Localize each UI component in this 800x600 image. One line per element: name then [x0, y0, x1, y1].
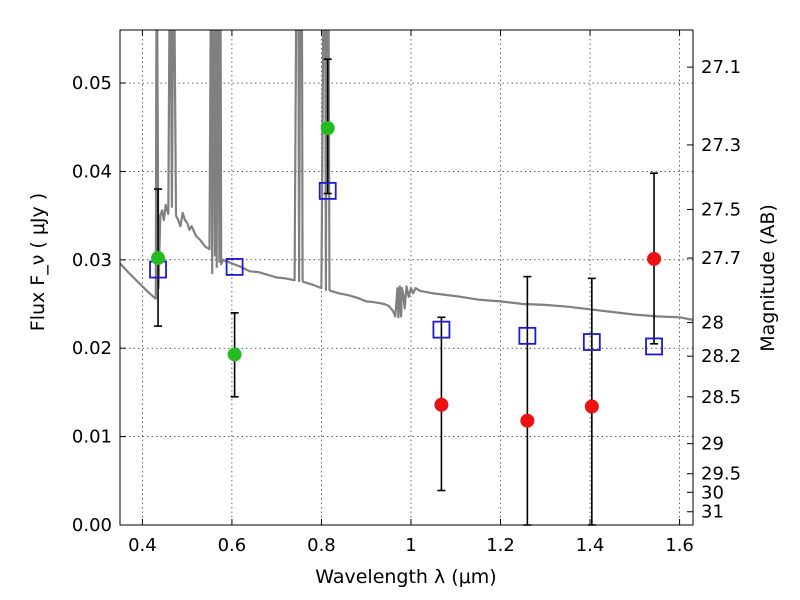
x-tick-label: 0.6: [218, 535, 247, 556]
model-square-point: [318, 181, 337, 200]
model-square-point: [225, 257, 244, 276]
x-tick-label: 0.4: [128, 535, 157, 556]
y-right-tick-label: 28.2: [701, 346, 741, 367]
x-tick-label: 1: [405, 535, 416, 556]
x-tick-label: 0.8: [307, 535, 336, 556]
y-tick-label: 0.03: [72, 250, 112, 271]
y-right-tick-label: 27.7: [701, 248, 741, 269]
model-square-point: [432, 320, 451, 339]
flux-point: [434, 397, 449, 412]
y-tick-label: 0.01: [72, 427, 112, 448]
y-tick-label: 0.00: [72, 515, 112, 536]
x-axis-title: Wavelength λ (μm): [315, 566, 496, 588]
flux-point: [520, 413, 535, 428]
spectrum-layer: [120, 30, 693, 321]
y-axis-title: Flux F_ν ( μJy ): [27, 193, 49, 331]
data-points: [149, 58, 663, 526]
y-right-tick-label: 30: [701, 482, 724, 503]
y-tick-label: 0.02: [72, 338, 112, 359]
y-tick-label: 0.04: [72, 161, 112, 182]
x-tick-label: 1.2: [486, 535, 515, 556]
y-right-tick-label: 28: [701, 313, 724, 334]
y-right-tick-label: 27.1: [701, 57, 741, 78]
model-square-point: [518, 326, 537, 345]
y-right-tick-label: 28.5: [701, 387, 741, 408]
y-right-tick-label: 29: [701, 434, 724, 455]
y-right-tick-label: 27.3: [701, 135, 741, 156]
x-tick-label: 1.4: [576, 535, 605, 556]
flux-point: [151, 251, 166, 266]
flux-point: [227, 347, 242, 362]
spectrum-line: [120, 30, 693, 321]
model-square-point: [645, 337, 663, 356]
y-right-tick-label: 31: [701, 502, 724, 523]
y-right-tick-label: 27.5: [701, 199, 741, 220]
grid: [120, 30, 693, 526]
axis-ticks: 0.4 0.6 0.8 1 1.2 1.4 1.6 0.00 0.01 0.02 0.03 0.04 0…: [72, 30, 741, 556]
x-tick-label: 1.6: [665, 535, 694, 556]
flux-point: [584, 399, 599, 414]
plot-frame: [119, 29, 694, 526]
flux-point: [320, 121, 335, 136]
y-tick-label: 0.05: [72, 73, 112, 94]
flux-point: [647, 251, 662, 266]
model-square-point: [582, 333, 601, 351]
y-axis-right-title: Magnitude (AB): [757, 204, 779, 352]
y-right-tick-label: 29.5: [701, 464, 741, 485]
